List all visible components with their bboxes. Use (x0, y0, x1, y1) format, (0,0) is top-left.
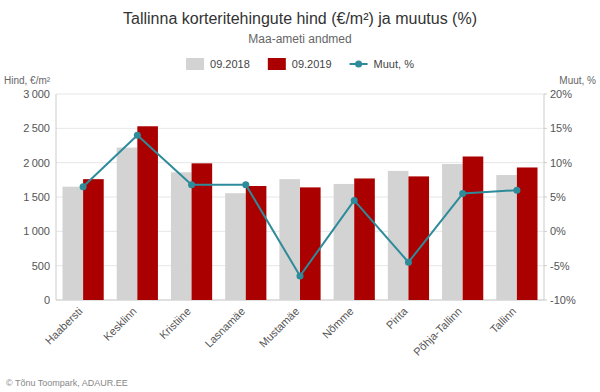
grid (56, 94, 544, 300)
line-marker (134, 132, 141, 139)
line-marker (405, 259, 412, 266)
legend-label: 09.2019 (292, 58, 332, 70)
legend-label: 09.2018 (210, 58, 250, 70)
line-marker (242, 181, 249, 188)
bar-series (63, 148, 517, 300)
x-tick-label: Mustamäe (257, 305, 302, 350)
x-tick-label: Haabersti (43, 305, 85, 347)
legend-item: 09.2019 (268, 58, 332, 70)
y2-axis-line (544, 94, 545, 300)
y2-tick-label: 20% (550, 88, 572, 100)
line (83, 135, 517, 276)
line-marker (513, 187, 520, 194)
y-tick-label: 3 000 (23, 88, 50, 100)
y-tick-label: 2 500 (23, 122, 50, 134)
legend-swatch (186, 58, 204, 70)
chart-container: Tallinna korteritehingute hind (€/m²) ja… (0, 0, 600, 392)
bar (388, 171, 409, 300)
line-marker (351, 197, 358, 204)
title: Tallinna korteritehingute hind (€/m²) ja… (123, 10, 477, 27)
line-series (80, 132, 521, 280)
y2-axis-label: Muut, % (559, 75, 596, 86)
bar (279, 179, 300, 300)
bar (63, 187, 84, 300)
legend-item: 09.2018 (186, 58, 250, 70)
bar (83, 179, 104, 300)
y2-tick-label: 0% (550, 225, 566, 237)
line-marker (80, 183, 87, 190)
annotation: © Tõnu Toompark, ADAUR.EE (6, 378, 128, 388)
y-axis-line (56, 94, 57, 300)
y2-tick-label: 15% (550, 122, 572, 134)
grid-line (56, 128, 544, 129)
bar (225, 193, 246, 300)
x-tick-label: Põhja-Tallinn (411, 305, 464, 358)
x-tick-label: Nõmme (320, 305, 356, 341)
y-tick-label: 1 000 (23, 225, 50, 237)
y-tick-label: 0 (44, 294, 50, 306)
bar (408, 176, 429, 300)
bar (117, 148, 138, 300)
bar-series (83, 126, 537, 300)
x-tick-label: Tallinn (488, 305, 519, 336)
y-axis-label: Hind, €/m² (4, 75, 51, 86)
bar (300, 187, 321, 300)
line-marker (297, 272, 304, 279)
legend: 09.2018 09.2019 Muut, % (186, 58, 414, 70)
subtitle: Maa-ameti andmed (248, 32, 351, 46)
bar (496, 175, 517, 300)
bar (354, 178, 375, 300)
chart-svg: Tallinna korteritehingute hind (€/m²) ja… (0, 0, 600, 392)
data-area (63, 126, 538, 300)
y-tick-label: 2 000 (23, 157, 50, 169)
bar (171, 172, 192, 300)
bar (463, 156, 484, 300)
y-tick-label: 500 (32, 260, 50, 272)
bar (442, 164, 463, 300)
y2-tick-label: 10% (550, 157, 572, 169)
x-tick-label: Lasnamäe (202, 305, 247, 350)
x-tick-label: Pirita (384, 304, 411, 331)
x-tick-label: Kristiine (157, 305, 193, 341)
y2-tick-label: -10% (550, 294, 576, 306)
line-marker (459, 190, 466, 197)
y2-tick-label: 5% (550, 191, 566, 203)
bar (517, 167, 538, 300)
y2-tick-label: -5% (550, 260, 570, 272)
x-tick-label: Kesklinn (101, 305, 139, 343)
legend-label: Muut, % (374, 58, 415, 70)
legend-swatch (268, 58, 286, 70)
y-tick-label: 1 500 (23, 191, 50, 203)
legend-swatch-marker (355, 61, 362, 68)
line-marker (188, 181, 195, 188)
grid-line (56, 94, 544, 95)
legend-item: Muut, % (350, 58, 415, 70)
